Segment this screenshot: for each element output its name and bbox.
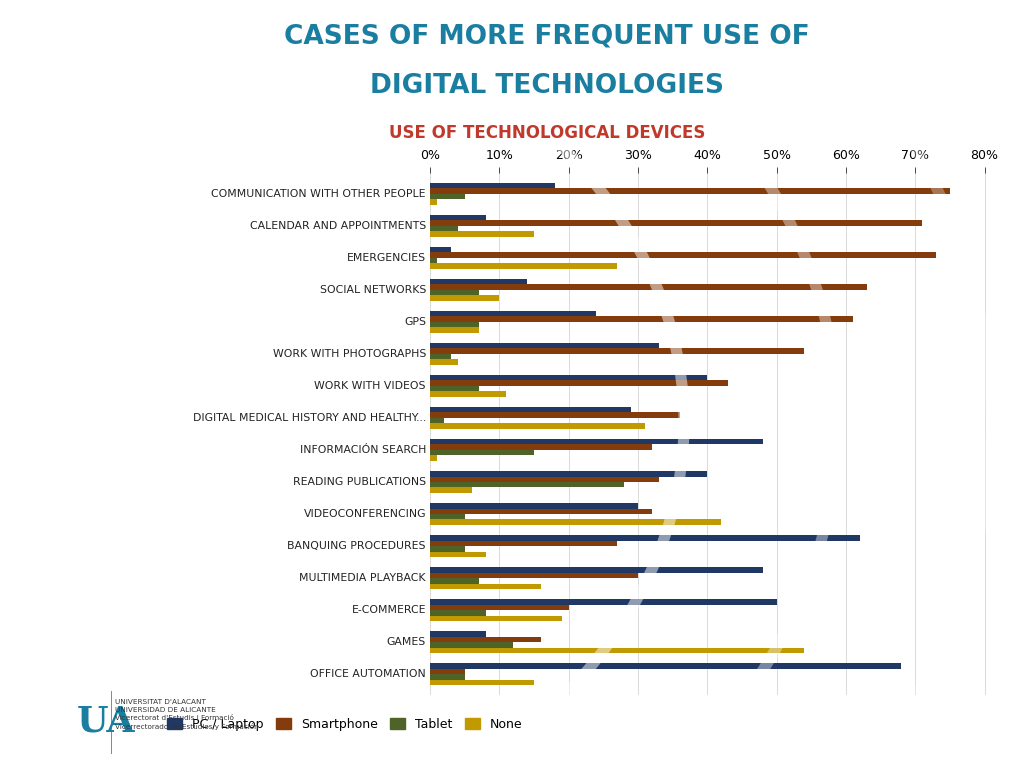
Text: UA: UA [77, 705, 135, 739]
Bar [430, 642, 513, 647]
Bar [430, 541, 617, 546]
Bar [430, 199, 437, 204]
Bar [430, 584, 541, 589]
Bar [430, 407, 631, 412]
Bar [430, 215, 485, 220]
Text: E-COMMERCE: E-COMMERCE [351, 605, 426, 615]
Bar [430, 568, 763, 573]
Bar [430, 188, 950, 194]
Text: INFORMACIÓN SEARCH: INFORMACIÓN SEARCH [300, 445, 426, 455]
Text: SOCIAL NETWORKS: SOCIAL NETWORKS [319, 285, 426, 295]
Bar [430, 349, 804, 354]
Bar [430, 573, 638, 578]
Text: UNIVERSITAT D'ALACANT
UNIVERSIDAD DE ALICANTE
Vicerectorat d'Estudis i Formació
: UNIVERSITAT D'ALACANT UNIVERSIDAD DE ALI… [115, 699, 258, 730]
Text: DIGITAL TECHNOLOGIES: DIGITAL TECHNOLOGIES [370, 73, 724, 99]
Text: BANQUING PROCEDURES: BANQUING PROCEDURES [288, 541, 426, 551]
Bar [430, 311, 596, 316]
Text: USE OF TECHNOLOGICAL DEVICES: USE OF TECHNOLOGICAL DEVICES [389, 124, 705, 142]
Bar [430, 482, 625, 488]
Bar [430, 647, 804, 653]
Legend: PC / Laptop, Smartphone, Tablet, None: PC / Laptop, Smartphone, Tablet, None [162, 713, 527, 736]
Bar [430, 669, 465, 674]
Bar [430, 375, 708, 380]
Bar [430, 322, 478, 327]
Bar [430, 343, 658, 349]
Bar [430, 258, 437, 263]
Bar [430, 263, 617, 269]
Bar [430, 503, 638, 508]
Bar [430, 183, 555, 188]
Bar [430, 508, 652, 514]
Bar [430, 604, 568, 610]
Bar [430, 535, 860, 541]
Text: CASES OF MORE FREQUENT USE OF: CASES OF MORE FREQUENT USE OF [284, 23, 810, 49]
Bar [430, 316, 853, 322]
Bar [430, 476, 658, 482]
Bar [430, 551, 485, 557]
Text: VIDEOCONFERENCING: VIDEOCONFERENCING [303, 509, 426, 519]
Text: OFFICE AUTOMATION: OFFICE AUTOMATION [310, 669, 426, 679]
Text: MULTIMEDIA PLAYBACK: MULTIMEDIA PLAYBACK [299, 573, 426, 583]
Bar [430, 247, 451, 252]
Text: READING PUBLICATIONS: READING PUBLICATIONS [293, 477, 426, 487]
Bar [430, 637, 541, 642]
Bar [430, 231, 535, 237]
Text: GPS: GPS [404, 316, 426, 326]
Bar [430, 455, 437, 461]
Bar [430, 220, 923, 226]
Text: WORK WITH PHOTOGRAPHS: WORK WITH PHOTOGRAPHS [272, 349, 426, 359]
Bar [430, 610, 485, 616]
Bar [430, 327, 478, 333]
Bar [430, 359, 458, 365]
Bar [430, 290, 478, 295]
Bar [430, 578, 478, 584]
Bar [430, 450, 535, 455]
Bar [430, 412, 680, 418]
Text: GAMES: GAMES [387, 637, 426, 647]
Bar [430, 386, 478, 392]
Bar [430, 631, 485, 637]
Text: CALENDAR AND APPOINTMENTS: CALENDAR AND APPOINTMENTS [250, 220, 426, 230]
Bar [430, 423, 645, 429]
Bar [430, 194, 465, 199]
Text: EMERGENCIES: EMERGENCIES [347, 253, 426, 263]
Bar [430, 445, 652, 450]
Bar [430, 519, 721, 525]
Bar [430, 284, 866, 290]
Bar [430, 279, 527, 284]
Bar [430, 252, 936, 258]
Bar [430, 392, 506, 397]
Bar [430, 680, 535, 685]
Bar [430, 439, 763, 445]
Bar [430, 380, 728, 386]
Bar [430, 488, 472, 493]
Bar [430, 599, 776, 604]
Text: COMMUNICATION WITH OTHER PEOPLE: COMMUNICATION WITH OTHER PEOPLE [212, 189, 426, 199]
Bar [430, 418, 444, 423]
Bar [430, 295, 500, 300]
Bar [430, 674, 465, 680]
Text: WORK WITH VIDEOS: WORK WITH VIDEOS [314, 381, 426, 391]
Bar [430, 471, 708, 476]
Bar [430, 546, 465, 551]
Bar [430, 514, 465, 519]
Text: DIGITAL MEDICAL HISTORY AND HEALTHY...: DIGITAL MEDICAL HISTORY AND HEALTHY... [193, 413, 426, 423]
Bar [430, 354, 451, 359]
Bar [430, 226, 458, 231]
Bar [430, 616, 562, 621]
Bar [430, 664, 901, 669]
